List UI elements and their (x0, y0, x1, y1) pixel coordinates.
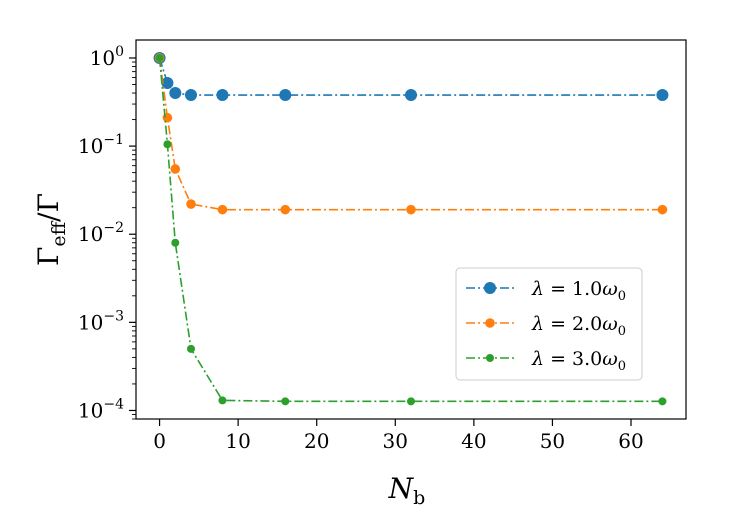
x-tick-label: 0 (153, 429, 166, 453)
data-point (281, 397, 290, 406)
x-tick-label: 20 (304, 429, 329, 453)
data-point (170, 164, 181, 174)
data-point (407, 397, 415, 406)
data-point (657, 204, 668, 215)
data-point (279, 89, 292, 102)
x-tick-label: 10 (225, 429, 250, 453)
data-point (217, 204, 228, 215)
legend-label: λ = 3.0ω0 (531, 348, 626, 374)
x-tick-label: 30 (383, 429, 408, 453)
legend-box (455, 267, 643, 381)
data-point (163, 140, 172, 149)
data-point (161, 77, 174, 90)
legend-marker (485, 318, 495, 328)
legend-label: λ = 2.0ω0 (531, 313, 626, 339)
plot-frame (135, 39, 687, 420)
data-point (658, 397, 667, 406)
x-tick-label: 60 (618, 429, 643, 453)
legend-label: λ = 1.0ω0 (531, 278, 626, 304)
y-tick-label: 10−2 (78, 220, 124, 246)
y-axis-label: Γeff/Γ (32, 193, 70, 266)
data-point (186, 199, 196, 209)
data-point (216, 89, 229, 102)
y-tick-label: 100 (90, 44, 124, 70)
data-point (218, 396, 227, 405)
x-axis-label: Nb (388, 472, 426, 509)
data-point (656, 89, 669, 102)
data-point (280, 204, 291, 215)
data-point (155, 53, 164, 62)
y-tick-label: 10−3 (78, 308, 124, 334)
data-point (405, 89, 417, 102)
series-line-3 (158, 57, 663, 403)
data-point (406, 204, 416, 215)
data-point (187, 344, 195, 353)
y-axis-label-group: Γeff/Γ (32, 193, 70, 266)
plot-area (153, 51, 669, 406)
legend-marker (484, 282, 496, 294)
x-tick-label: 40 (461, 429, 486, 453)
legend-marker (486, 354, 494, 362)
data-point (169, 87, 182, 100)
x-tick-label: 50 (540, 429, 565, 453)
data-point (171, 238, 180, 247)
y-tick-label: 10−1 (78, 132, 124, 158)
series-line-2 (158, 57, 663, 211)
series-line-1 (158, 57, 663, 96)
y-tick-label: 10−4 (78, 396, 124, 422)
data-point (185, 89, 197, 102)
